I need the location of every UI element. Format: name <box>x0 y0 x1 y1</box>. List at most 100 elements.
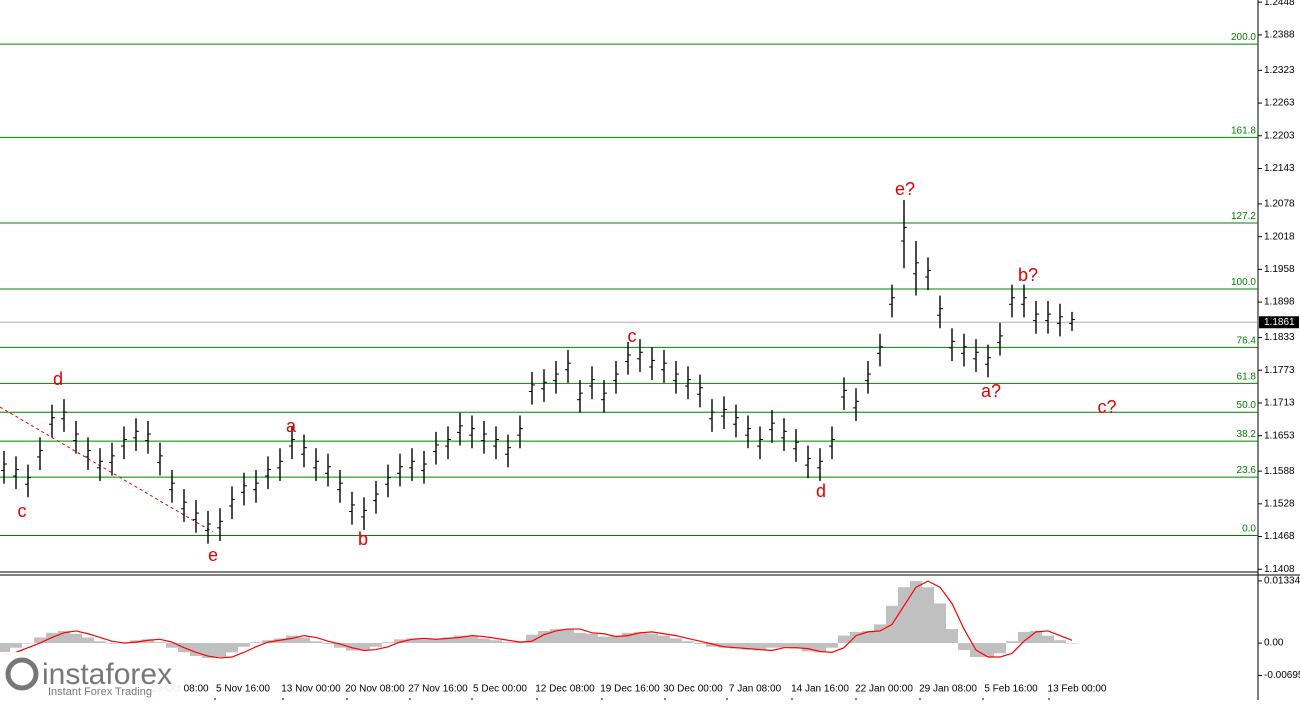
osc-histogram-bar <box>70 633 82 644</box>
osc-histogram-bar <box>394 639 406 644</box>
y-tick-label: 1.2263 <box>1264 98 1295 109</box>
wave-label: b <box>358 529 368 549</box>
x-tick-label: 5 Dec 00:00 <box>473 684 527 695</box>
osc-histogram-bar <box>1030 630 1042 644</box>
osc-histogram-bar <box>286 635 298 644</box>
osc-histogram-bar <box>10 643 22 648</box>
osc-histogram-bar <box>898 587 910 644</box>
fib-label: 23.6 <box>1237 465 1257 476</box>
osc-histogram-bar <box>238 643 250 647</box>
x-tick-label: 13 Nov 00:00 <box>281 684 341 695</box>
osc-histogram-bar <box>718 643 730 648</box>
osc-histogram-bar <box>910 581 922 644</box>
osc-histogram-bar <box>442 637 454 644</box>
wave-label: a <box>286 416 297 436</box>
osc-histogram-bar <box>958 643 970 651</box>
x-tick-label: 14 Jan 16:00 <box>791 684 849 695</box>
logo: instaforex Instant Forex Trading <box>0 652 182 700</box>
wave-label: d <box>816 481 826 501</box>
osc-histogram-bar <box>94 641 106 644</box>
y-tick-label: 1.2143 <box>1264 163 1295 174</box>
osc-histogram-bar <box>850 631 862 644</box>
osc-histogram-bar <box>490 640 502 644</box>
osc-signal-line <box>3 580 1073 659</box>
osc-histogram-bar <box>370 643 382 647</box>
wave-label: c <box>18 501 27 521</box>
y-tick-label: 1.1833 <box>1264 332 1295 343</box>
x-tick-label: 5 Feb 16:00 <box>984 684 1038 695</box>
osc-histogram-bar <box>214 643 226 658</box>
osc-histogram-bar <box>826 643 838 648</box>
osc-histogram-bar <box>0 643 10 653</box>
osc-histogram-bar <box>634 631 646 644</box>
osc-histogram-bar <box>610 635 622 644</box>
osc-histogram-bar <box>430 638 442 644</box>
osc-histogram-bar <box>418 639 430 644</box>
osc-y-tick-label: 0.01334 <box>1264 576 1300 587</box>
osc-histogram-bar <box>382 642 394 644</box>
fib-label: 50.0 <box>1237 400 1257 411</box>
y-tick-label: 1.1773 <box>1264 365 1295 376</box>
osc-histogram-bar <box>1042 635 1054 644</box>
osc-histogram-bar <box>250 642 262 644</box>
osc-histogram-bar <box>766 643 778 648</box>
osc-histogram-bar <box>226 643 238 653</box>
osc-histogram-bar <box>922 587 934 644</box>
fib-label: 161.8 <box>1231 125 1256 136</box>
wave-label: d <box>53 369 63 389</box>
osc-histogram-bar <box>574 632 586 644</box>
trend-line <box>0 406 214 533</box>
current-price-label: 1.1861 <box>1264 317 1295 328</box>
osc-histogram-bar <box>454 635 466 644</box>
fib-label: 76.4 <box>1237 335 1257 346</box>
logo-icon <box>5 657 39 691</box>
osc-histogram-bar <box>142 639 154 644</box>
x-tick-label: 20 Nov 08:00 <box>345 684 405 695</box>
y-tick-label: 1.2203 <box>1264 130 1295 141</box>
x-tick-label: 5 Nov 16:00 <box>216 684 270 695</box>
osc-histogram-bar <box>754 643 766 651</box>
osc-histogram-bar <box>658 635 670 644</box>
osc-histogram-bar <box>34 637 46 644</box>
wave-label: b? <box>1018 265 1038 285</box>
osc-histogram-bar <box>106 643 118 644</box>
osc-histogram-bar <box>622 632 634 644</box>
fib-label: 200.0 <box>1231 32 1256 43</box>
osc-histogram-bar <box>598 636 610 644</box>
osc-histogram-bar <box>982 643 994 658</box>
y-tick-label: 1.1958 <box>1264 264 1295 275</box>
osc-histogram-bar <box>1066 643 1078 644</box>
osc-histogram-bar <box>310 641 322 644</box>
y-tick-label: 1.1408 <box>1264 564 1295 575</box>
osc-y-tick-label: 0.00 <box>1264 638 1284 649</box>
x-tick-label: 29 Jan 08:00 <box>919 684 977 695</box>
osc-histogram-bar <box>298 637 310 644</box>
osc-histogram-bar <box>706 643 718 647</box>
logo-tagline: Instant Forex Trading <box>48 686 152 698</box>
y-tick-label: 1.2078 <box>1264 199 1295 210</box>
osc-histogram-bar <box>82 637 94 644</box>
wave-label: c <box>628 326 637 346</box>
x-tick-label: 27 Nov 16:00 <box>408 684 468 695</box>
y-tick-label: 1.2388 <box>1264 30 1295 41</box>
logo-brand: instaforex <box>42 658 172 691</box>
osc-histogram-bar <box>802 643 814 652</box>
fib-label: 61.8 <box>1237 371 1257 382</box>
osc-histogram-bar <box>1054 640 1066 644</box>
x-tick-label: 19 Dec 16:00 <box>600 684 660 695</box>
osc-histogram-bar <box>646 633 658 644</box>
x-tick-label: 7 Jan 08:00 <box>729 684 782 695</box>
osc-histogram-bar <box>502 642 514 644</box>
y-tick-label: 1.1528 <box>1264 498 1295 509</box>
osc-histogram-bar <box>934 603 946 644</box>
osc-histogram-bar <box>874 624 886 644</box>
osc-histogram-bar <box>838 635 850 644</box>
osc-histogram-bar <box>730 643 742 649</box>
osc-histogram-bar <box>478 638 490 644</box>
osc-histogram-bar <box>22 643 34 644</box>
osc-histogram-bar <box>334 643 346 648</box>
fib-label: 38.2 <box>1237 429 1257 440</box>
fib-label: 100.0 <box>1231 277 1256 288</box>
x-tick-label: 30 Dec 00:00 <box>663 684 723 695</box>
